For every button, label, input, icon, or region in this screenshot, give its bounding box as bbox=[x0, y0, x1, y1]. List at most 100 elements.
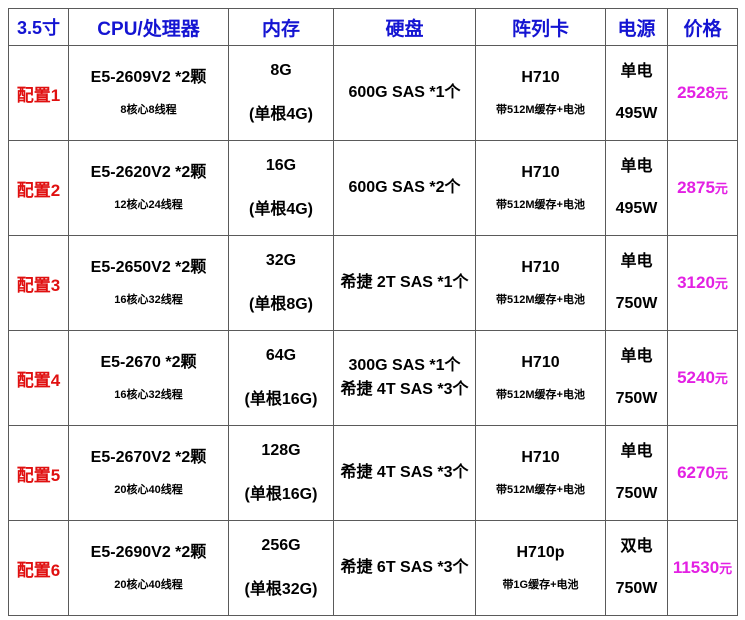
cell-content: 希捷 2T SAS *1个 bbox=[334, 236, 475, 330]
cell-content: E5-2620V2 *2颗 12核心24线程 bbox=[69, 141, 228, 235]
cpu-cores: 8核心8线程 bbox=[120, 103, 177, 116]
disk-line-2: 希捷 4T SAS *3个 bbox=[340, 380, 469, 398]
price-cell: 5240元 bbox=[667, 330, 738, 426]
price-cell: 11530元 bbox=[667, 520, 738, 616]
cpu-cell: E5-2650V2 *2颗 16核心32线程 bbox=[68, 235, 229, 331]
memory-total: 256G bbox=[261, 536, 301, 554]
raid-cell: H710 带512M缓存+电池 bbox=[475, 425, 606, 521]
memory-cell: 64G (单根16G) bbox=[228, 330, 334, 426]
cpu-cell: E5-2609V2 *2颗 8核心8线程 bbox=[68, 45, 229, 141]
config-label-cell: 配置2 bbox=[8, 140, 69, 236]
table-row: 配置4 E5-2670 *2颗 16核心32线程 64G (单根16G) 300G SAS… bbox=[8, 330, 738, 426]
config-label-cell: 配置6 bbox=[8, 520, 69, 616]
cell-content: 8G (单根4G) bbox=[229, 46, 333, 140]
memory-cell: 32G (单根8G) bbox=[228, 235, 334, 331]
price-cell: 6270元 bbox=[667, 425, 738, 521]
table-row: 配置2 E5-2620V2 *2颗 12核心24线程 16G (单根4G) 600G SA… bbox=[8, 140, 738, 236]
cpu-cores: 12核心24线程 bbox=[114, 198, 183, 211]
raid-model: H710 bbox=[521, 69, 560, 87]
price-number: 5240 bbox=[677, 368, 715, 387]
raid-cache: 带512M缓存+电池 bbox=[496, 103, 585, 116]
cell-content: E5-2650V2 *2颗 16核心32线程 bbox=[69, 236, 228, 330]
config-label-cell: 配置3 bbox=[8, 235, 69, 331]
config-label-cell: 配置5 bbox=[8, 425, 69, 521]
power-type: 单电 bbox=[620, 62, 653, 80]
config-label: 配置1 bbox=[16, 85, 61, 105]
cpu-cell: E5-2690V2 *2颗 20核心40线程 bbox=[68, 520, 229, 616]
power-wattage: 495W bbox=[615, 200, 658, 217]
memory-total: 32G bbox=[265, 251, 297, 269]
disk-cell: 600G SAS *1个 bbox=[333, 45, 476, 141]
power-wattage: 750W bbox=[615, 390, 658, 407]
disk-line-1: 600G SAS *1个 bbox=[348, 83, 461, 101]
memory-per-stick: (单根8G) bbox=[248, 296, 313, 313]
table-row: 配置5 E5-2670V2 *2颗 20核心40线程 128G (单根16G) 希捷 4T… bbox=[8, 425, 738, 521]
memory-total: 64G bbox=[265, 346, 297, 364]
cell-content: 单电 495W bbox=[606, 46, 667, 140]
power-type: 双电 bbox=[620, 537, 653, 555]
disk-cell: 600G SAS *2个 bbox=[333, 140, 476, 236]
cpu-model: E5-2670V2 *2颗 bbox=[90, 449, 207, 467]
cell-content: H710p 带1G缓存+电池 bbox=[476, 521, 605, 615]
power-type: 单电 bbox=[620, 347, 653, 365]
price-value: 2528元 bbox=[677, 83, 728, 102]
price-currency-unit: 元 bbox=[719, 561, 733, 576]
cpu-cell: E5-2620V2 *2颗 12核心24线程 bbox=[68, 140, 229, 236]
price-value: 5240元 bbox=[677, 368, 728, 387]
cell-content: E5-2670V2 *2颗 20核心40线程 bbox=[69, 426, 228, 520]
cpu-cell: E5-2670 *2颗 16核心32线程 bbox=[68, 330, 229, 426]
table-body: 3.5寸 CPU/处理器 内存 硬盘 阵列卡 电源 价格 配置1 E5-2609V… bbox=[8, 8, 738, 616]
price-currency-unit: 元 bbox=[714, 371, 728, 386]
cpu-cores: 16核心32线程 bbox=[114, 293, 183, 306]
memory-per-stick: (单根4G) bbox=[248, 106, 313, 123]
cell-content: H710 带512M缓存+电池 bbox=[476, 331, 605, 425]
config-label: 配置4 bbox=[16, 370, 61, 390]
power-cell: 单电 750W bbox=[605, 330, 668, 426]
cell-content: 单电 750W bbox=[606, 426, 667, 520]
disk-line-1: 300G SAS *1个 bbox=[348, 357, 461, 375]
cell-content: E5-2670 *2颗 16核心32线程 bbox=[69, 331, 228, 425]
cpu-cores: 16核心32线程 bbox=[114, 388, 183, 401]
memory-total: 16G bbox=[265, 156, 297, 174]
raid-cache: 带512M缓存+电池 bbox=[496, 198, 585, 211]
price-currency-unit: 元 bbox=[714, 86, 728, 101]
price-number: 2528 bbox=[677, 83, 715, 102]
price-number: 3120 bbox=[677, 273, 715, 292]
config-label-cell: 配置4 bbox=[8, 330, 69, 426]
cell-content: H710 带512M缓存+电池 bbox=[476, 236, 605, 330]
cell-content: 单电 750W bbox=[606, 236, 667, 330]
power-type: 单电 bbox=[620, 252, 653, 270]
raid-cell: H710p 带1G缓存+电池 bbox=[475, 520, 606, 616]
memory-per-stick: (单根32G) bbox=[244, 581, 318, 598]
power-cell: 单电 750W bbox=[605, 425, 668, 521]
cpu-model: E5-2609V2 *2颗 bbox=[90, 69, 207, 87]
header-disk: 硬盘 bbox=[333, 8, 476, 46]
config-label: 配置2 bbox=[16, 180, 61, 200]
raid-cache: 带1G缓存+电池 bbox=[502, 578, 579, 591]
price-value: 2875元 bbox=[677, 178, 728, 197]
price-value: 11530元 bbox=[673, 558, 732, 577]
price-number: 6270 bbox=[677, 463, 715, 482]
config-label: 配置5 bbox=[16, 465, 61, 485]
cpu-model: E5-2690V2 *2颗 bbox=[90, 544, 207, 562]
header-memory: 内存 bbox=[228, 8, 334, 46]
config-label-cell: 配置1 bbox=[8, 45, 69, 141]
price-currency-unit: 元 bbox=[714, 466, 728, 481]
disk-line-1: 希捷 4T SAS *3个 bbox=[340, 463, 469, 481]
raid-model: H710 bbox=[521, 259, 560, 277]
header-raid: 阵列卡 bbox=[475, 8, 606, 46]
price-cell: 2528元 bbox=[667, 45, 738, 141]
raid-model: H710 bbox=[521, 164, 560, 182]
cell-content: 600G SAS *1个 bbox=[334, 46, 475, 140]
cell-content: 64G (单根16G) bbox=[229, 331, 333, 425]
raid-cell: H710 带512M缓存+电池 bbox=[475, 140, 606, 236]
memory-total: 8G bbox=[270, 61, 292, 79]
price-value: 6270元 bbox=[677, 463, 728, 482]
power-wattage: 750W bbox=[615, 580, 658, 597]
power-cell: 单电 495W bbox=[605, 140, 668, 236]
cell-content: 600G SAS *2个 bbox=[334, 141, 475, 235]
cell-content: 300G SAS *1个 希捷 4T SAS *3个 bbox=[334, 331, 475, 425]
raid-cell: H710 带512M缓存+电池 bbox=[475, 330, 606, 426]
price-number: 11530 bbox=[672, 558, 720, 577]
memory-cell: 8G (单根4G) bbox=[228, 45, 334, 141]
